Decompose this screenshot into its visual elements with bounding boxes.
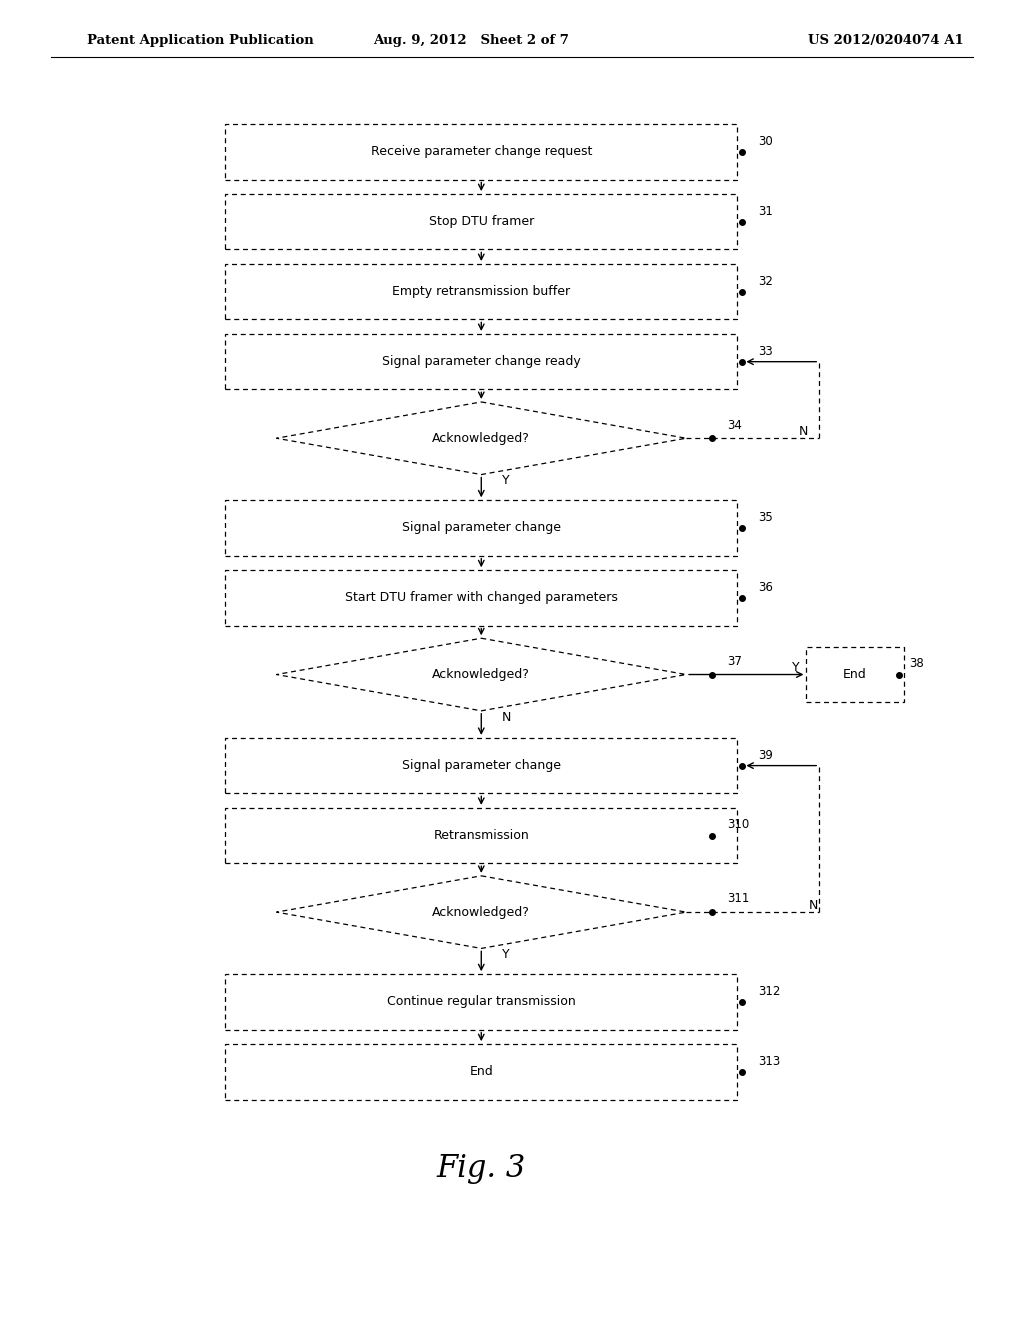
Text: Signal parameter change: Signal parameter change [401, 759, 561, 772]
FancyBboxPatch shape [225, 1044, 737, 1100]
Text: Y: Y [502, 474, 509, 487]
Text: Acknowledged?: Acknowledged? [432, 906, 530, 919]
Text: 33: 33 [758, 345, 772, 358]
Text: Empty retransmission buffer: Empty retransmission buffer [392, 285, 570, 298]
Text: 34: 34 [727, 418, 742, 432]
Text: Fig. 3: Fig. 3 [436, 1152, 526, 1184]
FancyBboxPatch shape [225, 570, 737, 626]
Text: 31: 31 [758, 205, 773, 218]
Text: 30: 30 [758, 135, 772, 148]
Text: 311: 311 [727, 892, 750, 906]
Text: Patent Application Publication: Patent Application Publication [87, 34, 313, 46]
Text: Receive parameter change request: Receive parameter change request [371, 145, 592, 158]
Text: 310: 310 [727, 818, 750, 832]
FancyBboxPatch shape [225, 738, 737, 793]
Text: 36: 36 [758, 581, 773, 594]
Text: 313: 313 [758, 1055, 780, 1068]
FancyBboxPatch shape [225, 808, 737, 863]
Text: Stop DTU framer: Stop DTU framer [429, 215, 534, 228]
Text: 32: 32 [758, 275, 773, 288]
Text: 38: 38 [909, 657, 924, 671]
Polygon shape [276, 639, 686, 710]
Text: Y: Y [792, 661, 799, 675]
FancyBboxPatch shape [225, 264, 737, 319]
Text: Signal parameter change ready: Signal parameter change ready [382, 355, 581, 368]
FancyBboxPatch shape [225, 974, 737, 1030]
Text: Continue regular transmission: Continue regular transmission [387, 995, 575, 1008]
FancyBboxPatch shape [225, 124, 737, 180]
Text: Signal parameter change: Signal parameter change [401, 521, 561, 535]
Text: Start DTU framer with changed parameters: Start DTU framer with changed parameters [345, 591, 617, 605]
Text: Acknowledged?: Acknowledged? [432, 668, 530, 681]
Text: Retransmission: Retransmission [433, 829, 529, 842]
FancyBboxPatch shape [225, 334, 737, 389]
Text: 35: 35 [758, 511, 772, 524]
Text: N: N [502, 711, 511, 725]
FancyBboxPatch shape [225, 500, 737, 556]
Text: End: End [469, 1065, 494, 1078]
Text: 312: 312 [758, 985, 780, 998]
Text: Y: Y [502, 948, 509, 961]
Text: End: End [843, 668, 867, 681]
Polygon shape [276, 401, 686, 474]
Polygon shape [276, 876, 686, 948]
Text: 37: 37 [727, 655, 742, 668]
Text: 39: 39 [758, 748, 773, 762]
Text: Acknowledged?: Acknowledged? [432, 432, 530, 445]
Text: N: N [799, 425, 808, 438]
Text: N: N [809, 899, 818, 912]
Text: US 2012/0204074 A1: US 2012/0204074 A1 [808, 34, 964, 46]
FancyBboxPatch shape [807, 647, 903, 702]
FancyBboxPatch shape [225, 194, 737, 249]
Text: Aug. 9, 2012   Sheet 2 of 7: Aug. 9, 2012 Sheet 2 of 7 [373, 34, 569, 46]
